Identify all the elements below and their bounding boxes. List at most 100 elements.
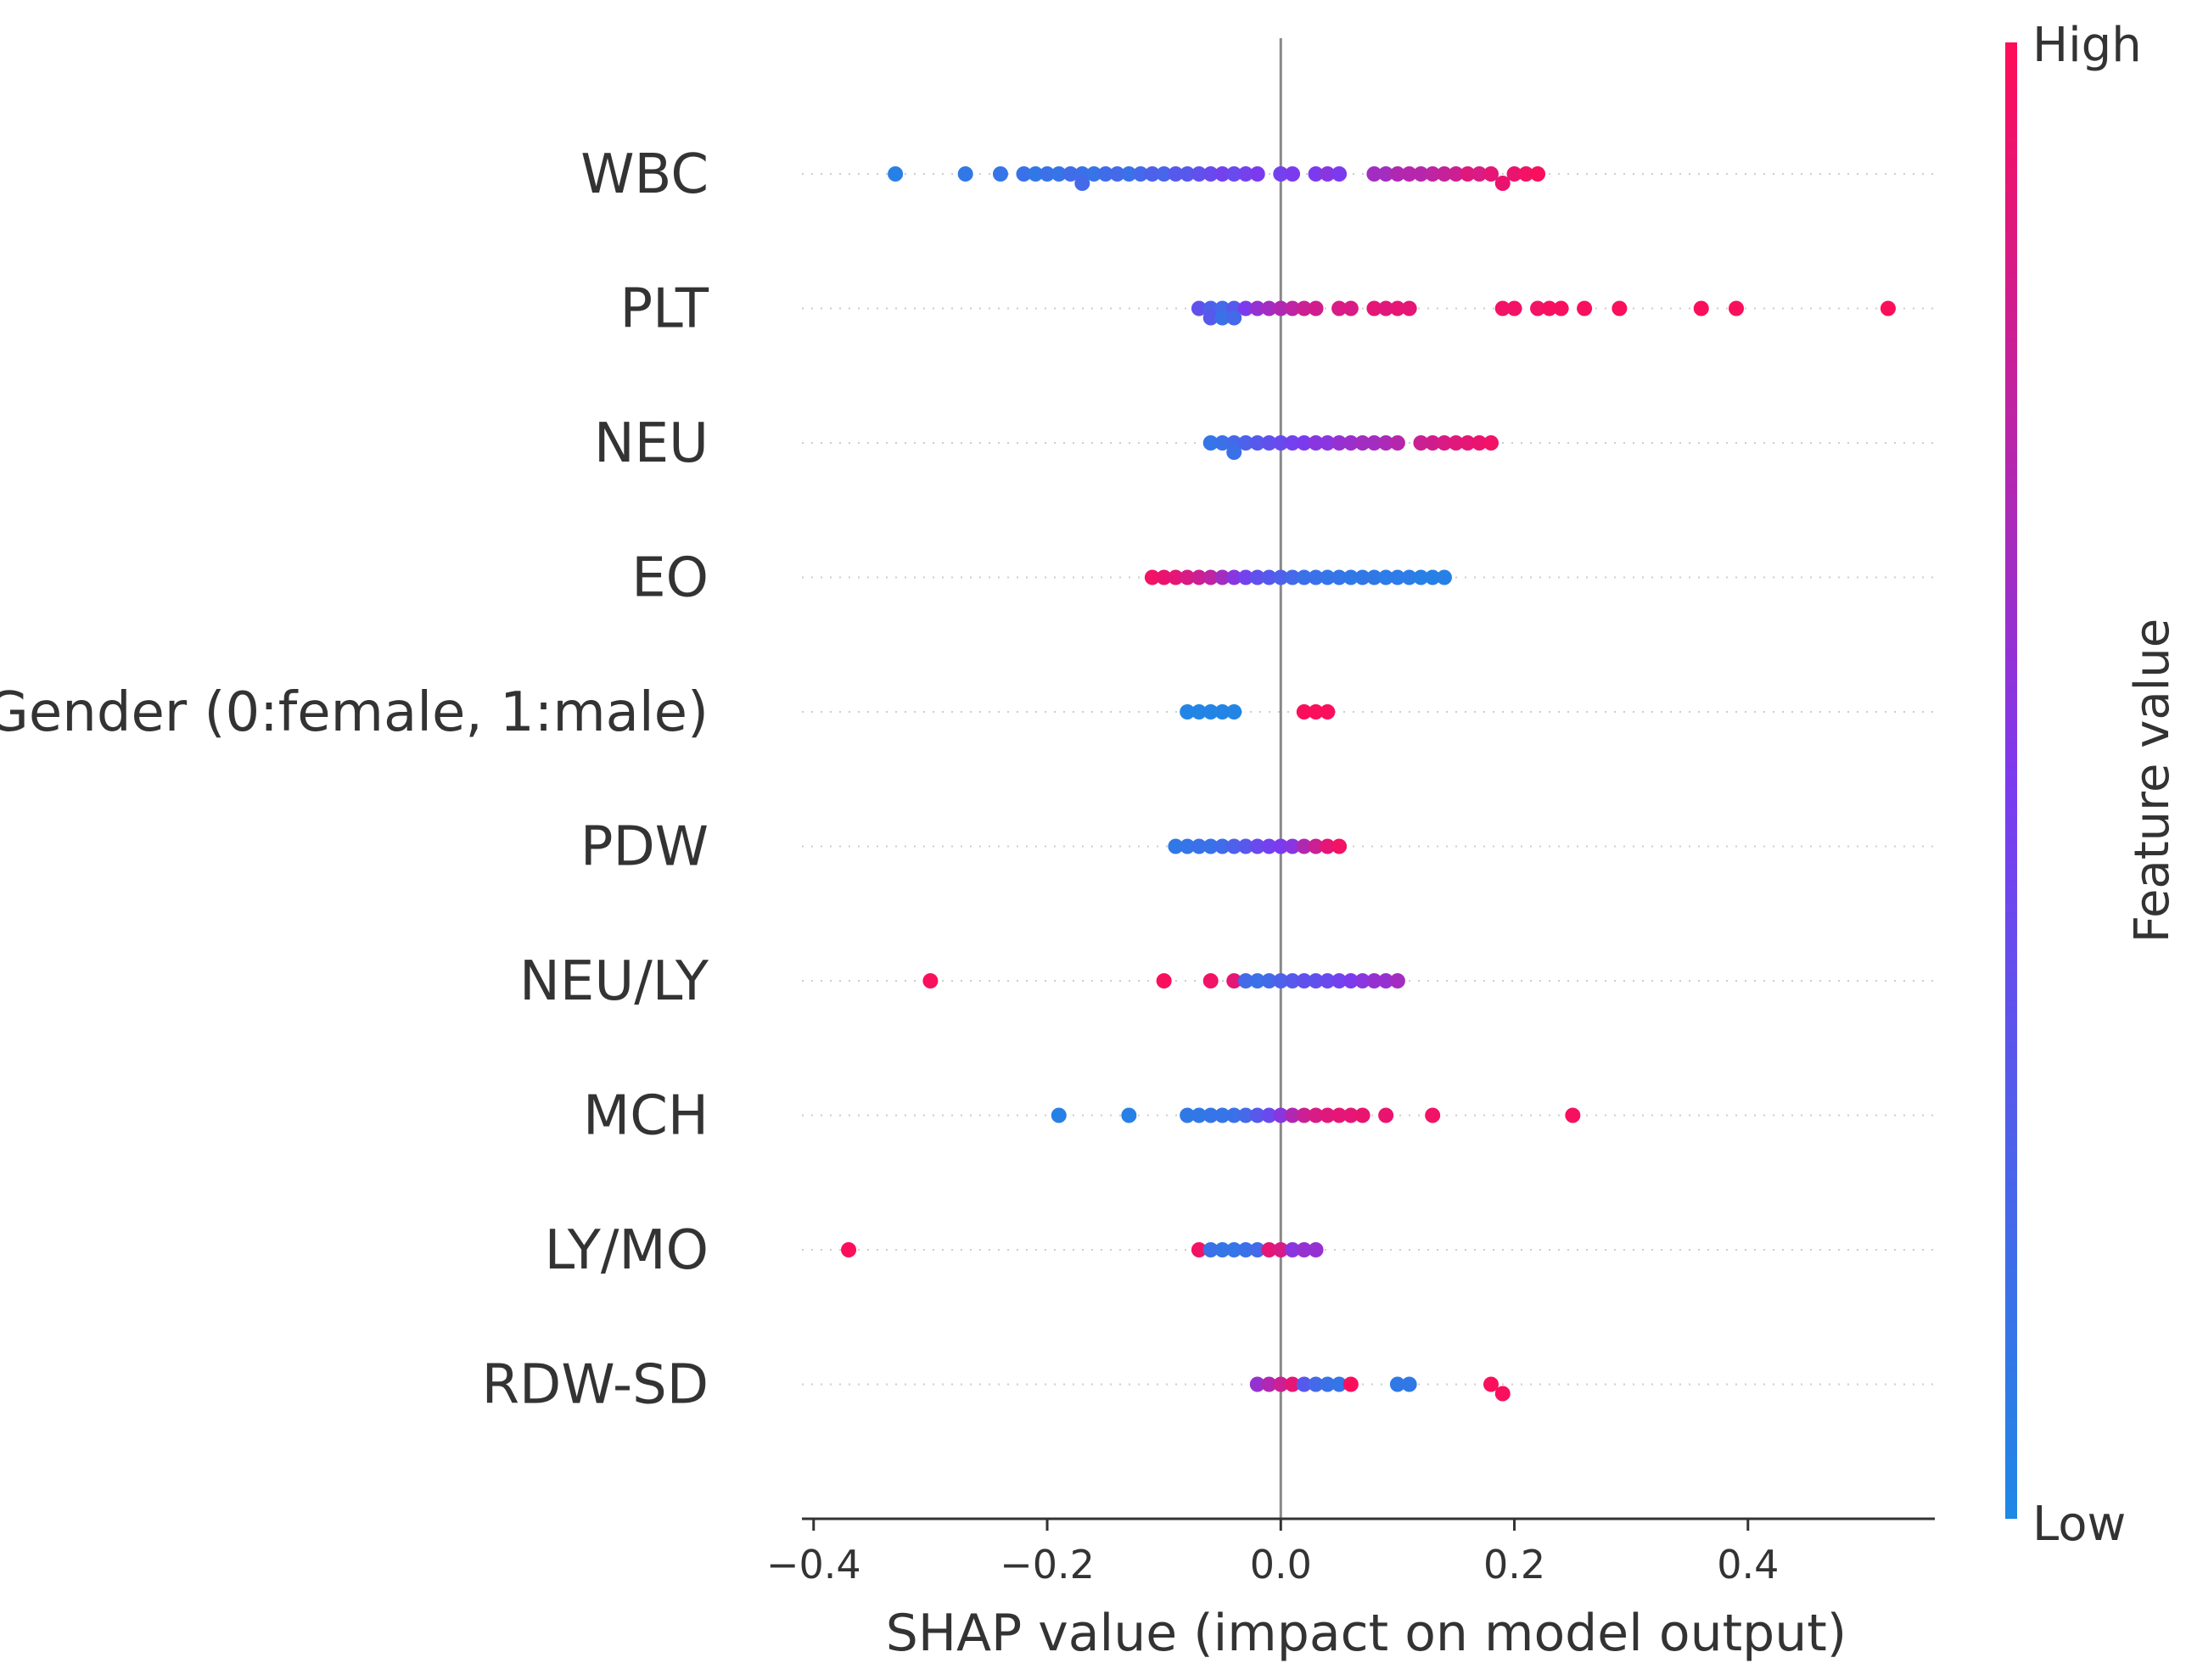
shap-point (1074, 176, 1090, 191)
feature-label: LY/MO (545, 1219, 709, 1282)
shap-point (1237, 838, 1253, 854)
shap-point (1285, 1107, 1301, 1123)
shap-point (1389, 1376, 1405, 1392)
points-layer (841, 166, 1896, 1402)
shap-point (1249, 569, 1265, 585)
shap-point (1202, 435, 1219, 451)
shap-point (1611, 300, 1628, 316)
shap-point (1331, 569, 1348, 585)
feature-label: Gender (0:female, 1:male) (0, 681, 709, 744)
shap-point (1202, 704, 1219, 720)
shap-point (1342, 973, 1359, 988)
shap-point (1237, 1242, 1253, 1257)
shap-point (1249, 1242, 1265, 1257)
shap-point (1285, 435, 1301, 451)
shap-point (1436, 435, 1452, 451)
shap-point (1273, 300, 1289, 316)
shap-point (1308, 1107, 1324, 1123)
shap-point (1191, 569, 1207, 585)
shap-point (1168, 838, 1184, 854)
shap-point (1249, 300, 1265, 316)
shap-point (1261, 838, 1277, 854)
shap-point (1226, 569, 1242, 585)
shap-point (1191, 166, 1207, 182)
shap-point (1331, 973, 1348, 988)
shap-point (1051, 1107, 1067, 1123)
shap-point (1389, 569, 1405, 585)
shap-point (1180, 838, 1196, 854)
shap-point (1530, 166, 1546, 182)
shap-point (1308, 1242, 1324, 1257)
shap-point (1471, 166, 1488, 182)
shap-point (1261, 1376, 1277, 1392)
x-tick-label: −0.4 (766, 1542, 861, 1588)
shap-point (1448, 166, 1464, 182)
shap-point (1296, 435, 1312, 451)
shap-point (1413, 166, 1429, 182)
shap-point (1191, 704, 1207, 720)
shap-point (1366, 569, 1382, 585)
shap-point (1180, 569, 1196, 585)
shap-point (1051, 166, 1067, 182)
shap-point (1693, 300, 1709, 316)
shap-point (1320, 435, 1336, 451)
shap-point (1436, 166, 1452, 182)
shap-point (1460, 435, 1476, 451)
shap-point (1261, 1107, 1277, 1123)
shap-point (1273, 1107, 1289, 1123)
shap-point (1296, 1107, 1312, 1123)
shap-point (1168, 569, 1184, 585)
shap-point (1425, 435, 1441, 451)
shap-point (1191, 1107, 1207, 1123)
shap-point (1494, 1386, 1511, 1402)
shap-point (1378, 435, 1394, 451)
shap-point (1214, 166, 1230, 182)
shap-point (1249, 838, 1265, 854)
shap-point (1378, 166, 1394, 182)
shap-point (1366, 435, 1382, 451)
shap-point (1016, 166, 1032, 182)
shap-point (1494, 176, 1511, 191)
shap-point (1506, 166, 1522, 182)
shap-point (1285, 973, 1301, 988)
shap-point (1249, 435, 1265, 451)
shap-point (1483, 166, 1499, 182)
shap-point (1425, 166, 1441, 182)
shap-point (1483, 435, 1499, 451)
shap-point (1226, 704, 1242, 720)
shap-point (1121, 1107, 1137, 1123)
shap-point (1202, 1107, 1219, 1123)
shap-point (1133, 166, 1149, 182)
shap-point (1285, 1242, 1301, 1257)
shap-point (1342, 1376, 1359, 1392)
shap-point (1320, 973, 1336, 988)
shap-point (1156, 166, 1172, 182)
shap-point (1273, 1376, 1289, 1392)
shap-point (1202, 838, 1219, 854)
shap-point (1296, 838, 1312, 854)
shap-point (1237, 1107, 1253, 1123)
shap-point (1226, 445, 1242, 460)
shap-point (1296, 973, 1312, 988)
shap-point (1226, 310, 1242, 326)
shap-point (1425, 1107, 1441, 1123)
shap-point (1577, 300, 1593, 316)
shap-point (1308, 166, 1324, 182)
shap-point (1389, 300, 1405, 316)
shap-point (1261, 569, 1277, 585)
shap-point (1366, 300, 1382, 316)
shap-point (1389, 973, 1405, 988)
shap-point (1378, 569, 1394, 585)
shap-point (1261, 300, 1277, 316)
shap-point (1214, 704, 1230, 720)
shap-point (1378, 300, 1394, 316)
shap-point (1273, 435, 1289, 451)
shap-point (1389, 435, 1405, 451)
shap-point (1226, 166, 1242, 182)
shap-point (1156, 569, 1172, 585)
x-tick-label: 0.2 (1483, 1542, 1545, 1588)
shap-point (1308, 1376, 1324, 1392)
x-tick-label: 0.0 (1250, 1542, 1312, 1588)
shap-point (841, 1242, 857, 1257)
